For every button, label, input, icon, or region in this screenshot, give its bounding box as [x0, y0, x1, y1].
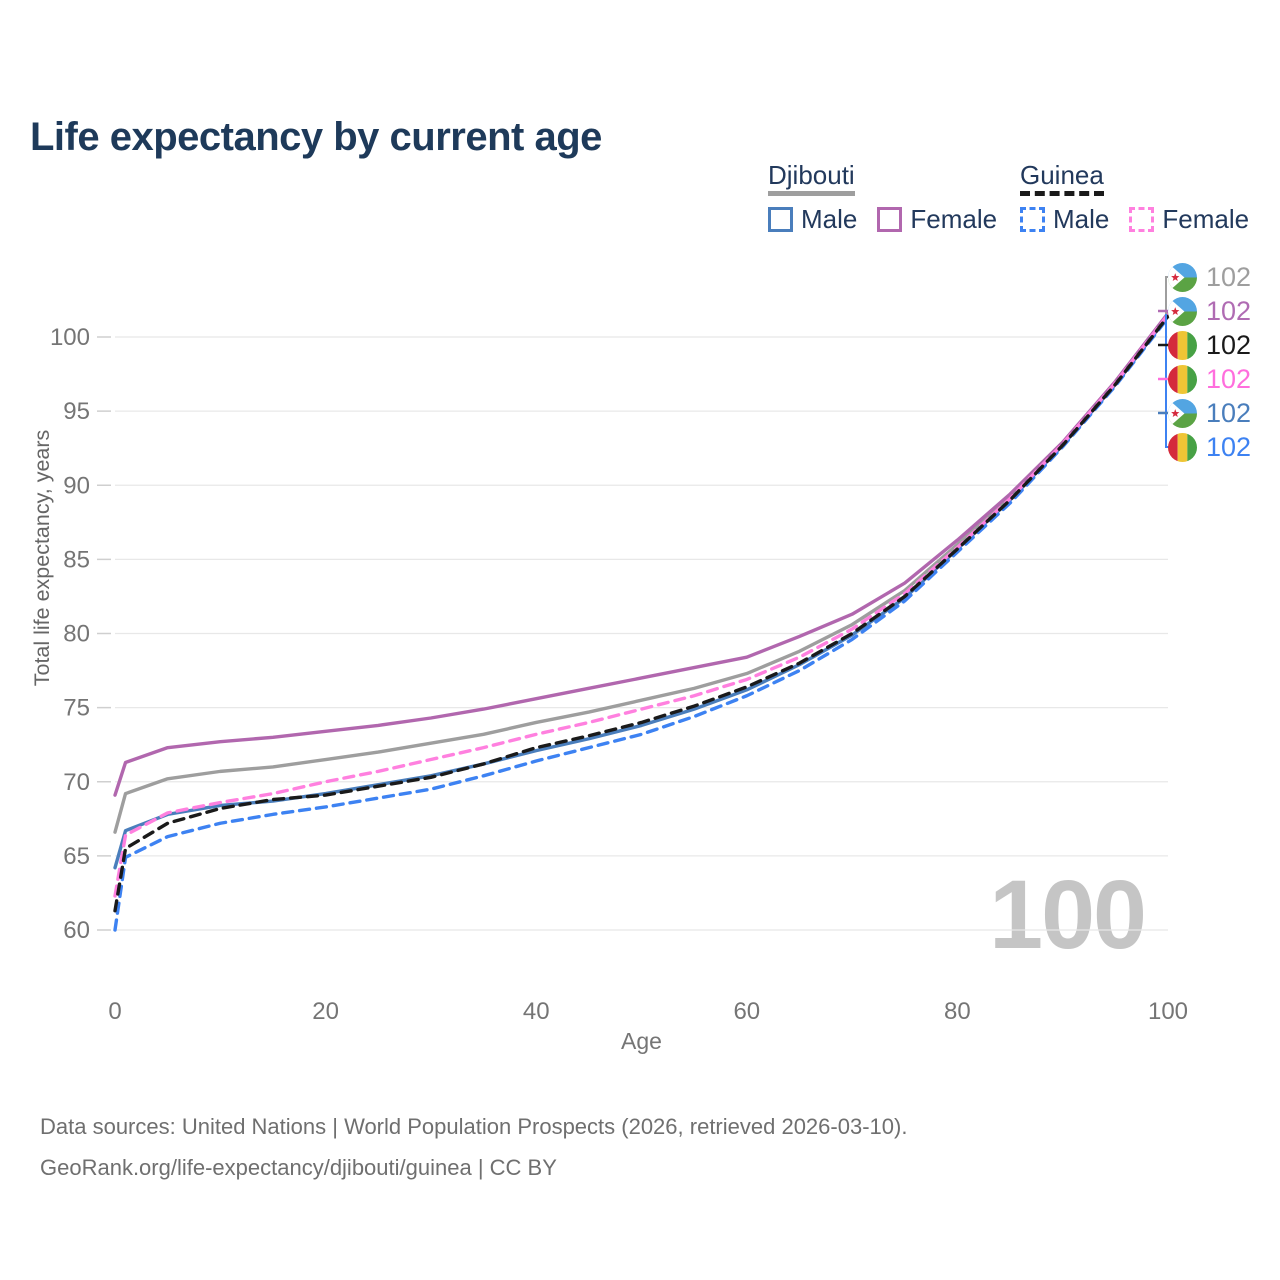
guinea-female-swatch — [1129, 206, 1155, 232]
legend-label: Female — [1162, 204, 1250, 234]
x-tick-label: 80 — [944, 998, 971, 1025]
guinea-flag-icon — [1168, 433, 1197, 462]
endpoint-label-row: 102 — [1168, 362, 1251, 396]
djibouti-flag-icon — [1168, 263, 1197, 292]
y-tick-label: 95 — [63, 398, 90, 425]
y-tick-label: 70 — [63, 769, 90, 796]
legend-item-djibouti-male[interactable]: Male — [768, 206, 857, 232]
djibouti-flag-icon — [1168, 399, 1197, 428]
endpoint-label-row: 102 — [1168, 430, 1251, 464]
series-line-guinea-female[interactable] — [113, 313, 1170, 898]
endpoint-value: 102 — [1206, 329, 1252, 360]
series-line-djibouti-female[interactable] — [113, 311, 1170, 797]
series-line-guinea-male[interactable] — [113, 316, 1170, 932]
y-tick-label: 100 — [50, 324, 90, 351]
series-line-djibouti-all[interactable] — [113, 313, 1170, 834]
x-tick-label: 40 — [523, 998, 550, 1025]
y-axis-title: Total life expectancy, years — [30, 430, 54, 687]
series-line-guinea-all[interactable] — [113, 314, 1170, 913]
legend-label: Female — [910, 204, 998, 234]
y-tick-label: 85 — [63, 546, 90, 573]
endpoint-value: 102 — [1206, 397, 1252, 428]
x-tick-label: 60 — [733, 998, 760, 1025]
legend-country-djibouti[interactable]: Djibouti — [768, 160, 855, 196]
endpoint-value: 102 — [1206, 431, 1252, 462]
endpoint-label-row: 102 — [1168, 396, 1251, 430]
y-tick-label: 65 — [63, 843, 90, 870]
guinea-flag-icon — [1168, 365, 1197, 394]
y-tick-label: 80 — [63, 621, 90, 648]
x-tick-label: 20 — [312, 998, 339, 1025]
current-age-watermark: 100 — [989, 860, 1147, 969]
legend-country-guinea[interactable]: Guinea — [1020, 160, 1104, 196]
line-chart-plot: 60 65 70 75 80 85 90 95 100 0 20 40 60 80 100 Age Total … — [30, 276, 1188, 1054]
footer-sources-line: Data sources: United Nations | World Pop… — [40, 1114, 908, 1139]
page-title: Life expectancy by current age — [30, 114, 602, 159]
legend-group-djibouti: Djibouti Male Female — [768, 160, 997, 232]
legend-item-guinea-male[interactable]: Male — [1020, 206, 1109, 232]
footer-attribution-line: GeoRank.org/life-expectancy/djibouti/gui… — [40, 1155, 557, 1180]
x-tick-label: 100 — [1148, 998, 1188, 1025]
y-tick-label: 75 — [63, 695, 90, 722]
y-tick-label: 60 — [63, 917, 90, 944]
endpoint-label-row: 102 — [1168, 328, 1251, 362]
endpoint-value: 102 — [1206, 295, 1252, 326]
legend-item-djibouti-female[interactable]: Female — [877, 206, 997, 232]
guinea-flag-icon — [1168, 331, 1197, 360]
legend-item-guinea-female[interactable]: Female — [1129, 206, 1249, 232]
x-axis-title: Age — [621, 1028, 662, 1054]
djibouti-male-swatch — [768, 206, 793, 232]
djibouti-female-swatch — [877, 206, 903, 232]
series-line-djibouti-male[interactable] — [113, 314, 1170, 870]
endpoint-label-row: 102 — [1168, 260, 1251, 294]
endpoint-label-column: 102 102 102 102 102 102 — [1168, 260, 1251, 464]
legend-label: Male — [1053, 204, 1110, 234]
guinea-male-swatch — [1020, 206, 1045, 232]
endpoint-value: 102 — [1206, 363, 1252, 394]
y-tick-label: 90 — [63, 472, 90, 499]
x-tick-label: 0 — [108, 998, 121, 1025]
legend-group-guinea: Guinea Male Female — [1020, 160, 1249, 232]
data-sources-footer: Data sources: United Nations | World Pop… — [40, 1106, 907, 1188]
legend-label: Male — [801, 204, 858, 234]
endpoint-label-row: 102 — [1168, 294, 1251, 328]
endpoint-value: 102 — [1206, 261, 1252, 292]
djibouti-flag-icon — [1168, 297, 1197, 326]
